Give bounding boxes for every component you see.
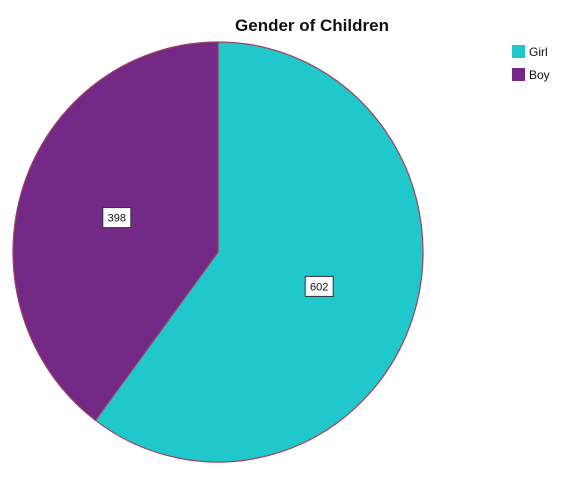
data-label-boy: 398	[102, 207, 132, 229]
data-label-box	[304, 275, 334, 297]
legend-swatch	[512, 68, 525, 81]
slice-labels: 602 398	[102, 207, 334, 297]
legend-label: Girl	[529, 45, 548, 59]
pie-slice-boy	[12, 41, 219, 422]
data-label-box	[102, 207, 132, 229]
chart-title: Gender of Children	[235, 16, 389, 35]
data-label-text: 398	[108, 213, 126, 225]
legend-item-girl: Girl	[512, 45, 548, 59]
pie-slices	[12, 41, 424, 463]
legend: Girl Boy	[512, 45, 550, 82]
legend-swatch	[512, 45, 525, 58]
legend-label: Boy	[529, 68, 550, 82]
pie-slice-girl	[94, 41, 424, 463]
data-label-text: 602	[310, 281, 328, 293]
data-label-girl: 602	[304, 275, 334, 297]
legend-item-boy: Boy	[512, 68, 550, 82]
